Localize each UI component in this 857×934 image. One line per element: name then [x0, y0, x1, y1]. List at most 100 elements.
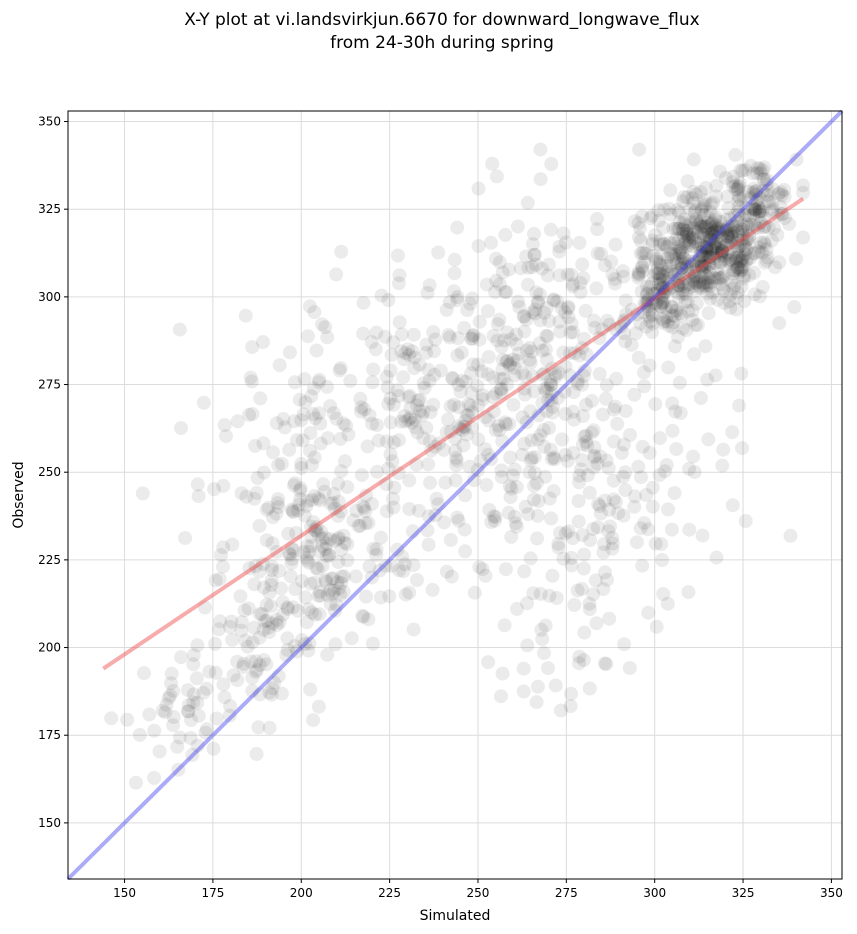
- data-point: [547, 452, 562, 467]
- data-point: [303, 443, 317, 458]
- data-point: [546, 293, 561, 308]
- data-point: [714, 255, 728, 270]
- grid-lines: [68, 111, 842, 879]
- data-point: [655, 258, 669, 273]
- data-point: [700, 372, 715, 387]
- y-tick-label: 250: [38, 465, 61, 479]
- data-point: [252, 518, 267, 533]
- data-point: [746, 207, 761, 221]
- data-point: [676, 222, 691, 237]
- data-point: [427, 439, 442, 454]
- data-point: [747, 202, 762, 217]
- data-point: [542, 588, 557, 603]
- data-point: [728, 254, 743, 269]
- data-point: [481, 447, 496, 462]
- data-point: [765, 181, 780, 196]
- data-point: [697, 260, 712, 275]
- data-point: [691, 236, 706, 251]
- data-point: [697, 227, 712, 242]
- data-point: [256, 580, 271, 595]
- data-point: [670, 272, 685, 287]
- data-point: [455, 423, 470, 438]
- data-point: [559, 235, 573, 250]
- data-point: [562, 368, 577, 383]
- data-point: [320, 379, 334, 394]
- data-point: [587, 320, 602, 335]
- data-point: [712, 225, 727, 240]
- data-point: [334, 576, 349, 591]
- x-tick-label: 300: [643, 886, 666, 900]
- data-point: [761, 220, 776, 235]
- data-point: [656, 220, 671, 235]
- data-point: [655, 269, 670, 284]
- data-point: [679, 259, 694, 274]
- data-point: [730, 181, 745, 196]
- data-point: [414, 408, 429, 423]
- data-point: [324, 571, 339, 586]
- data-point: [386, 500, 401, 515]
- data-point: [675, 226, 690, 241]
- data-point: [312, 406, 326, 421]
- data-point: [319, 536, 334, 551]
- data-point: [753, 215, 768, 230]
- data-point: [675, 276, 690, 291]
- data-point: [461, 397, 476, 412]
- data-point: [723, 300, 738, 315]
- data-point: [386, 435, 401, 450]
- data-point: [216, 677, 231, 692]
- data-point: [719, 223, 734, 238]
- data-point: [753, 235, 768, 250]
- data-point: [494, 381, 509, 396]
- data-point: [616, 269, 631, 284]
- data-point: [354, 468, 369, 483]
- data-point: [631, 459, 646, 474]
- data-point: [398, 414, 413, 429]
- data-point: [734, 260, 749, 275]
- data-point: [635, 439, 650, 454]
- data-point: [695, 249, 710, 264]
- data-point: [663, 247, 678, 261]
- data-point: [152, 744, 167, 759]
- data-point: [550, 390, 565, 405]
- data-point: [730, 214, 745, 229]
- data-point: [746, 185, 761, 200]
- data-point: [714, 241, 729, 256]
- data-point: [732, 238, 747, 253]
- data-point: [654, 537, 669, 552]
- data-point: [645, 237, 660, 252]
- data-point: [461, 408, 476, 423]
- data-point: [244, 654, 258, 669]
- data-point: [448, 444, 463, 458]
- data-point: [664, 265, 679, 279]
- data-point: [673, 243, 688, 258]
- data-point: [752, 204, 767, 219]
- data-point: [664, 300, 679, 315]
- data-point: [680, 223, 694, 238]
- data-point: [693, 185, 708, 200]
- data-point: [730, 260, 745, 275]
- data-point: [550, 294, 565, 309]
- data-point: [272, 358, 287, 373]
- data-point: [425, 582, 440, 597]
- data-point: [668, 303, 683, 318]
- data-point: [166, 683, 181, 698]
- data-point: [671, 329, 685, 344]
- data-point: [617, 326, 632, 341]
- data-point: [774, 206, 789, 221]
- data-point: [705, 233, 720, 248]
- data-point: [721, 201, 736, 216]
- data-point: [700, 275, 714, 290]
- data-point: [398, 587, 413, 602]
- data-point: [546, 484, 561, 499]
- data-point: [398, 346, 413, 360]
- data-point: [321, 547, 336, 562]
- data-point: [186, 657, 201, 672]
- data-point: [714, 243, 729, 258]
- data-point: [662, 318, 677, 333]
- data-point: [603, 519, 617, 534]
- data-point: [247, 620, 261, 635]
- data-point: [602, 502, 617, 517]
- data-point: [202, 664, 217, 679]
- data-point: [174, 421, 188, 436]
- data-point: [351, 519, 366, 533]
